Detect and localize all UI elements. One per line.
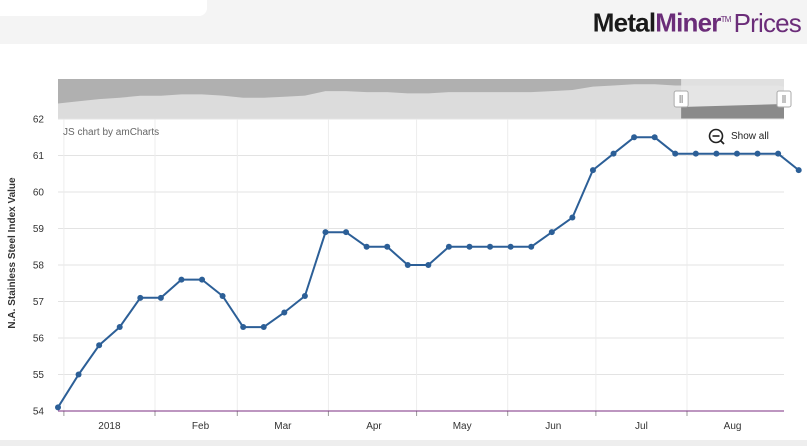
series-points	[55, 134, 802, 411]
series-line	[57, 136, 800, 408]
y-tick-label: 57	[33, 297, 45, 308]
bottom-strip	[0, 440, 807, 446]
scrollbar-selection-preview	[681, 104, 784, 119]
data-point	[301, 293, 308, 300]
data-point	[733, 150, 740, 157]
y-tick-label: 61	[33, 151, 45, 162]
data-point	[713, 150, 720, 157]
x-tick-label: 2018	[98, 421, 121, 432]
y-tick-label: 54	[33, 407, 45, 418]
data-point	[157, 294, 164, 301]
data-point	[548, 229, 555, 236]
y-tick-label: 62	[33, 115, 45, 126]
metalminer-prices-logo[interactable]: MetalMinerTM Prices	[592, 4, 802, 39]
zoom-out-handle	[719, 139, 725, 145]
data-point	[178, 276, 185, 283]
data-point	[75, 371, 82, 378]
data-point	[199, 276, 206, 283]
header-tab	[0, 0, 207, 16]
data-point	[610, 150, 617, 157]
data-point	[96, 342, 103, 349]
show-all-label[interactable]: Show all	[731, 131, 769, 142]
data-point	[322, 229, 329, 236]
scrollbar-preview-area	[58, 79, 784, 104]
data-point	[651, 134, 658, 141]
data-point	[775, 150, 782, 157]
stainless-steel-index-chart: 54 55 56 57 58 59 60 61 62 2018 Feb Mar Apr May Jun Ju…	[7, 79, 802, 432]
data-point	[343, 229, 350, 236]
data-point	[260, 324, 267, 331]
data-point	[795, 167, 802, 174]
y-tick-label: 55	[33, 370, 45, 381]
data-point	[425, 262, 432, 268]
y-tick-label: 60	[33, 188, 45, 199]
data-point	[404, 262, 411, 268]
scrollbar-grip-left[interactable]	[673, 90, 689, 108]
x-tick-label: Aug	[724, 421, 742, 432]
y-axis-ticks: 54 55 56 57 58 59 60 61 62	[33, 115, 45, 418]
chart-scrollbar[interactable]	[58, 79, 792, 119]
header-bar: MetalMinerTM Prices	[0, 0, 807, 44]
x-tick-label: Apr	[366, 421, 382, 432]
brand-tm: TM	[720, 15, 732, 24]
data-point	[384, 243, 391, 250]
data-point	[116, 324, 123, 331]
scrollbar-grip-right[interactable]	[776, 90, 792, 108]
x-tick-label: Jun	[545, 421, 561, 432]
data-point	[487, 243, 494, 250]
data-point	[589, 167, 596, 174]
data-point	[445, 243, 452, 250]
amcharts-credit[interactable]: JS chart by amCharts	[63, 127, 159, 138]
data-point	[281, 309, 288, 316]
y-tick-label: 58	[33, 261, 45, 272]
brand-miner: Miner	[655, 7, 721, 38]
x-tick-label: May	[453, 421, 472, 432]
brand-metal: Metal	[592, 7, 656, 38]
x-axis-ticks: 2018 Feb Mar Apr May Jun Jul Aug	[63, 411, 742, 432]
data-point	[528, 243, 535, 250]
data-point	[219, 293, 226, 300]
show-all-button[interactable]: Show all	[708, 128, 769, 145]
data-point	[569, 214, 576, 221]
data-point	[137, 294, 144, 301]
x-tick-label: Feb	[192, 421, 210, 432]
data-point	[55, 404, 61, 411]
x-tick-label: Jul	[635, 421, 648, 432]
data-point	[672, 150, 679, 157]
data-point	[754, 150, 761, 157]
x-tick-label: Mar	[274, 421, 292, 432]
y-tick-label: 56	[33, 334, 45, 345]
zoom-out-icon	[708, 128, 724, 144]
y-axis-label: N.A. Stainless Steel Index Value	[7, 177, 18, 329]
data-point	[631, 134, 638, 141]
data-point	[692, 150, 699, 157]
data-point	[240, 324, 247, 331]
data-point	[363, 243, 370, 250]
y-tick-label: 59	[33, 224, 45, 235]
data-point	[466, 243, 473, 250]
brand-prices: Prices	[733, 7, 802, 38]
data-point	[507, 243, 514, 250]
